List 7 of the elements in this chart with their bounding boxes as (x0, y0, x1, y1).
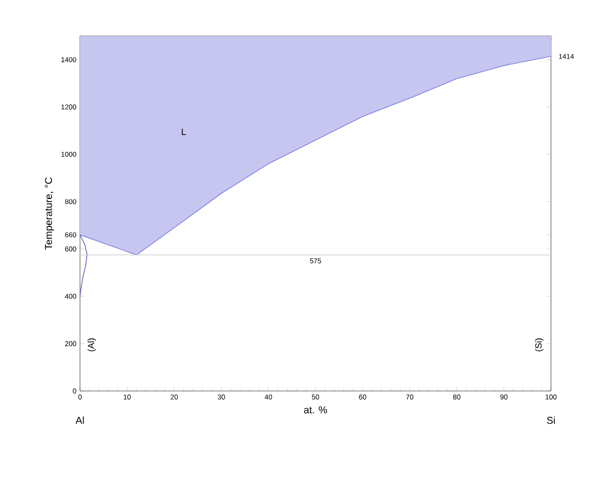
annotation: (Si) (535, 338, 544, 352)
text: Al (76, 416, 84, 424)
annotation: L (182, 128, 186, 135)
y-axis-title: Temperature, °C (44, 177, 54, 250)
annotation: (Al) (88, 338, 96, 352)
x-axis-title: at. % (304, 406, 328, 414)
text: Si (547, 416, 555, 424)
